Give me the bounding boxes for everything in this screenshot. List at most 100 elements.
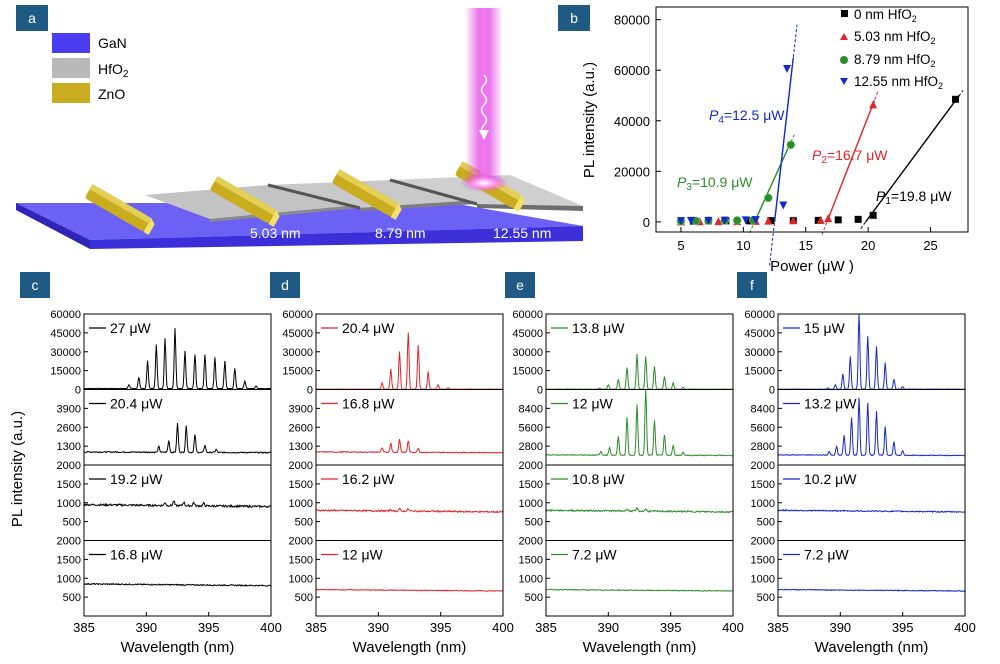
y-tick-label: 0 xyxy=(769,385,775,397)
panel-a-badge xyxy=(16,5,48,31)
thickness-label: 5.03 nm xyxy=(250,225,301,241)
panel-badge xyxy=(20,272,50,298)
spectrum-line xyxy=(545,353,733,390)
data-point xyxy=(816,215,825,224)
spectra-y-axis-label: PL intensity (a.u.) xyxy=(9,411,26,527)
power-label: 15 μW xyxy=(804,320,846,336)
spectrum-line xyxy=(545,389,734,457)
threshold-p4: P4=12.5 μW xyxy=(709,107,785,126)
data-point xyxy=(869,100,878,109)
y-tick-label: 1300 xyxy=(289,441,313,453)
y-tick-label: 500 xyxy=(757,517,775,529)
x-tick-label: 390 xyxy=(829,620,851,635)
y-tick-label: 2000 xyxy=(519,536,543,548)
y-tick-label: 500 xyxy=(525,517,543,529)
spectrum-line xyxy=(83,582,272,587)
y-tick-label: 30000 xyxy=(50,347,81,359)
power-label: 16.2 μW xyxy=(342,471,395,487)
thickness-label: 8.79 nm xyxy=(375,225,426,241)
y-tick-label: 500 xyxy=(525,592,543,604)
data-point xyxy=(786,140,796,150)
spectrum-line xyxy=(777,508,966,514)
y-tick-label: 15000 xyxy=(50,366,81,378)
data-point xyxy=(783,64,792,73)
spectrum-x-axis-label: Wavelength (nm) xyxy=(815,639,929,656)
zno-rod xyxy=(210,176,280,227)
y-tick-label: 1000 xyxy=(289,573,313,585)
y-tick-label: 60000 xyxy=(512,309,543,321)
y-tick-label: 40000 xyxy=(614,114,650,129)
power-label: 16.8 μW xyxy=(342,396,395,412)
y-tick-label: 1500 xyxy=(519,479,543,491)
y-tick-label: 45000 xyxy=(512,328,543,340)
x-tick-label: 400 xyxy=(492,620,514,635)
data-point xyxy=(704,216,713,225)
legend-marker-triangle-down xyxy=(840,78,848,85)
panel-b-badge xyxy=(558,5,590,31)
x-tick-label: 20 xyxy=(861,238,875,253)
data-point xyxy=(676,217,685,226)
legend-marker-square xyxy=(841,10,848,17)
x-tick-label: 390 xyxy=(367,620,389,635)
legend-0nm: 0 nm HfO2 xyxy=(854,7,917,24)
laser-beam xyxy=(460,8,508,192)
y-tick-label: 2800 xyxy=(519,441,543,453)
x-tick-label: 390 xyxy=(135,620,157,635)
y-tick-label: 1500 xyxy=(57,554,81,566)
panel-b: b 5 10 15 20 25 0 20000 40000 60000 80000 Power (… xyxy=(558,5,969,275)
data-point xyxy=(834,216,842,224)
spectrum-panel-f: f 0 15000 30000 45000 60000 15 μW 2800 5600 8400 1… xyxy=(737,272,976,656)
y-tick-label: 45000 xyxy=(50,328,81,340)
y-tick-label: 2600 xyxy=(289,422,313,434)
y-tick-label: 2000 xyxy=(289,536,313,548)
panel-a-label: a xyxy=(28,10,36,26)
y-tick-label: 2000 xyxy=(519,460,543,472)
data-point xyxy=(789,216,798,225)
y-tick-label: 2800 xyxy=(751,441,775,453)
x-tick-label: 400 xyxy=(260,620,282,635)
y-tick-label: 2000 xyxy=(57,536,81,548)
x-tick-label: 385 xyxy=(535,620,557,635)
spectrum-line xyxy=(315,332,504,390)
fit-guide xyxy=(749,133,795,234)
data-point xyxy=(779,201,788,210)
panel-b-x-axis-label: Power (μW ) xyxy=(770,258,854,275)
power-label: 13.2 μW xyxy=(804,396,857,412)
x-tick-label: 395 xyxy=(660,620,682,635)
panel-badge xyxy=(737,272,767,298)
power-label: 20.4 μW xyxy=(110,396,163,412)
threshold-p1: P1=19.8 μW xyxy=(876,188,952,207)
spectrum-x-axis-label: Wavelength (nm) xyxy=(121,639,235,656)
data-point xyxy=(854,215,862,223)
y-tick-label: 1000 xyxy=(57,498,81,510)
x-tick-label: 385 xyxy=(73,620,95,635)
wave-icon xyxy=(480,74,488,136)
y-tick-label: 30000 xyxy=(512,347,543,359)
spectrum-line xyxy=(777,588,966,592)
power-label: 10.8 μW xyxy=(572,471,625,487)
y-tick-label: 500 xyxy=(63,592,81,604)
panel-label: d xyxy=(281,277,289,293)
y-tick-label: 8400 xyxy=(751,403,775,415)
panel-b-label: b xyxy=(570,10,578,26)
legend-gan: GaN xyxy=(98,35,127,51)
x-tick-label: 385 xyxy=(767,620,789,635)
thickness-label: 12.55 nm xyxy=(493,225,551,241)
panel-label: c xyxy=(32,277,39,293)
data-point xyxy=(714,217,723,226)
spectrum-x-axis-label: Wavelength (nm) xyxy=(353,639,467,656)
y-tick-label: 1500 xyxy=(751,479,775,491)
x-tick-label: 25 xyxy=(923,238,937,253)
data-point xyxy=(751,216,760,225)
y-tick-label: 45000 xyxy=(744,328,775,340)
y-tick-label: 1500 xyxy=(751,554,775,566)
materials-legend: GaN HfO2 ZnO xyxy=(52,33,129,103)
y-tick-label: 8400 xyxy=(519,403,543,415)
y-tick-label: 500 xyxy=(295,592,313,604)
y-tick-label: 2600 xyxy=(57,422,81,434)
spectrum-line xyxy=(84,328,272,390)
x-tick-label: 390 xyxy=(597,620,619,635)
power-label: 16.8 μW xyxy=(110,547,163,563)
y-tick-label: 0 xyxy=(307,385,313,397)
y-tick-label: 500 xyxy=(757,592,775,604)
